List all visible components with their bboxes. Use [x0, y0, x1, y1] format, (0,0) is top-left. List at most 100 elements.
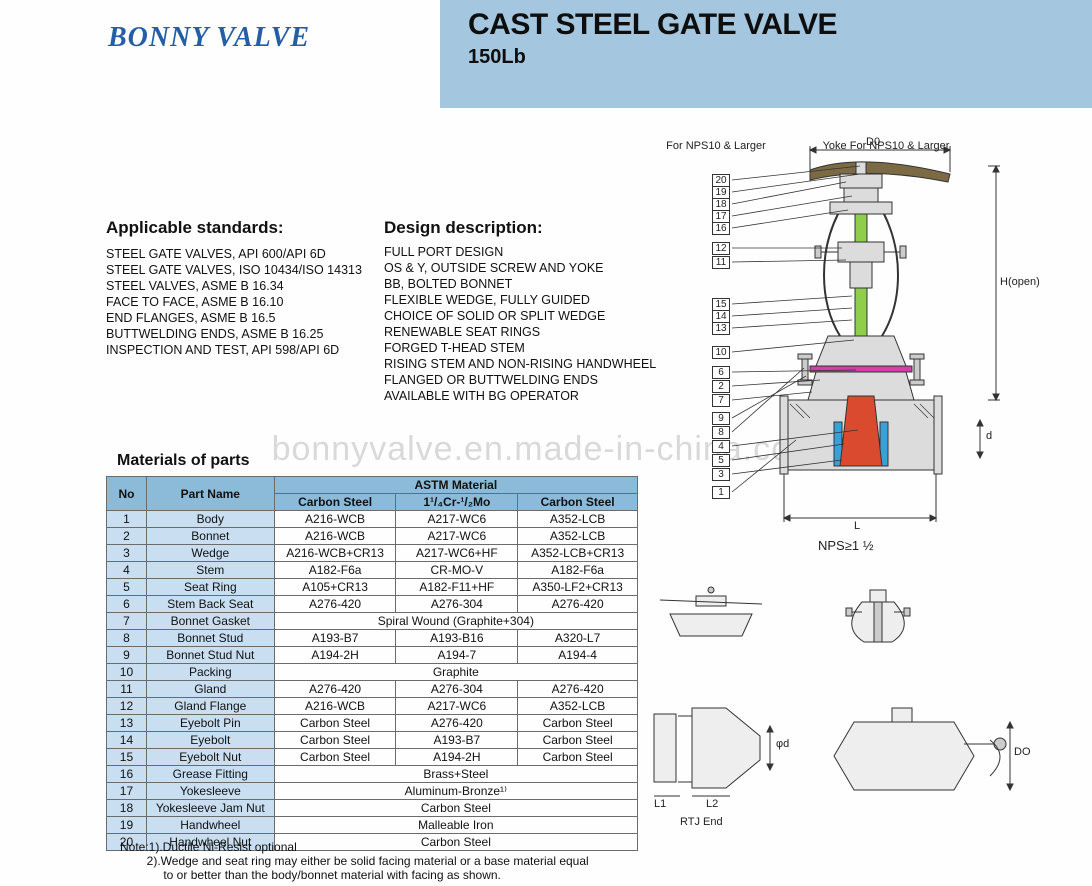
table-row: 8Bonnet StudA193-B7A193-B16A320-L7	[107, 630, 638, 647]
design-item: FLEXIBLE WEDGE, FULLY GUIDED	[384, 292, 674, 308]
table-row: 16Grease FittingBrass+Steel	[107, 766, 638, 783]
label-sub1: For NPS10 & Larger	[656, 140, 776, 152]
cell-part: Bonnet Stud	[146, 630, 274, 647]
cell-no: 15	[107, 749, 147, 766]
cell-part: Body	[146, 511, 274, 528]
table-row: 13Eyebolt PinCarbon SteelA276-420Carbon …	[107, 715, 638, 732]
cell-part: Eyebolt Pin	[146, 715, 274, 732]
table-row: 1BodyA216-WCBA217-WC6A352-LCB	[107, 511, 638, 528]
cell-material: A352-LCB	[518, 698, 638, 715]
sub-diagram-yoke	[816, 584, 946, 654]
cell-material: A194-2H	[396, 749, 518, 766]
cell-no: 1	[107, 511, 147, 528]
callout-number: 5	[712, 454, 730, 467]
design-item: RISING STEM AND NON-RISING HANDWHEEL	[384, 356, 674, 372]
th-astm: ASTM Material	[274, 477, 637, 494]
table-row: 17YokesleeveAluminum-Bronze¹⁾	[107, 783, 638, 800]
cell-material: A276-420	[274, 681, 396, 698]
cell-material: A216-WCB	[274, 528, 396, 545]
callout-number: 1	[712, 486, 730, 499]
label-L: L	[854, 520, 860, 532]
cell-material: A276-420	[518, 681, 638, 698]
cell-no: 8	[107, 630, 147, 647]
design-item: FLANGED OR BUTTWELDING ENDS	[384, 372, 674, 388]
table-row: 18Yokesleeve Jam NutCarbon Steel	[107, 800, 638, 817]
table-row: 5Seat RingA105+CR13A182-F11+HFA350-LF2+C…	[107, 579, 638, 596]
cell-part: Stem	[146, 562, 274, 579]
cell-part: Wedge	[146, 545, 274, 562]
cell-no: 13	[107, 715, 147, 732]
cell-material: A194-7	[396, 647, 518, 664]
cell-no: 16	[107, 766, 147, 783]
cell-material: A194-2H	[274, 647, 396, 664]
materials-title: Materials of parts	[117, 452, 249, 470]
cell-material: A276-304	[396, 596, 518, 613]
design-section: Design description: FULL PORT DESIGNOS &…	[384, 218, 674, 404]
table-row: 7Bonnet GasketSpiral Wound (Graphite+304…	[107, 613, 638, 630]
cell-material: Carbon Steel	[274, 749, 396, 766]
callout-number: 8	[712, 426, 730, 439]
brand-logo: BONNY VALVE	[108, 22, 310, 54]
cell-material-span: Malleable Iron	[274, 817, 637, 834]
callout-number: 9	[712, 412, 730, 425]
cell-material: A216-WCB	[274, 698, 396, 715]
standards-item: INSPECTION AND TEST, API 598/API 6D	[106, 342, 376, 358]
cell-material: A352-LCB+CR13	[518, 545, 638, 562]
cell-material: Carbon Steel	[274, 732, 396, 749]
callout-number: 6	[712, 366, 730, 379]
cell-material: Carbon Steel	[518, 732, 638, 749]
design-item: RENEWABLE SEAT RINGS	[384, 324, 674, 340]
label-phid: φd	[776, 738, 789, 750]
cell-material: A276-420	[396, 715, 518, 732]
cell-material: A276-420	[274, 596, 396, 613]
label-rtj: RTJ End	[680, 816, 723, 828]
label-sub2: Yoke For NPS10 & Larger	[806, 140, 966, 152]
standards-item: STEEL GATE VALVES, ISO 10434/ISO 14313	[106, 262, 376, 278]
standards-item: STEEL VALVES, ASME B 16.34	[106, 278, 376, 294]
cell-no: 14	[107, 732, 147, 749]
cell-part: Gland	[146, 681, 274, 698]
cell-material: A182-F6a	[518, 562, 638, 579]
cell-part: Bonnet Gasket	[146, 613, 274, 630]
cell-part: Packing	[146, 664, 274, 681]
callout-number: 16	[712, 222, 730, 235]
cell-part: Handwheel	[146, 817, 274, 834]
cell-part: Bonnet	[146, 528, 274, 545]
design-item: BB, BOLTED BONNET	[384, 276, 674, 292]
diagram-area: 2019181716121115141310627984531 D0 H(ope…	[650, 140, 1050, 880]
cell-material: Carbon Steel	[518, 749, 638, 766]
cell-no: 6	[107, 596, 147, 613]
cell-material: A217-WC6	[396, 698, 518, 715]
callout-number: 12	[712, 242, 730, 255]
cell-no: 18	[107, 800, 147, 817]
cell-no: 3	[107, 545, 147, 562]
standards-item: END FLANGES, ASME B 16.5	[106, 310, 376, 326]
label-hopen: H(open)	[1000, 276, 1040, 288]
sub-diagram-nps10	[650, 584, 780, 654]
cell-part: Seat Ring	[146, 579, 274, 596]
th-c1: Carbon Steel	[274, 494, 396, 511]
table-row: 10PackingGraphite	[107, 664, 638, 681]
standards-item: FACE TO FACE, ASME B 16.10	[106, 294, 376, 310]
design-item: OS & Y, OUTSIDE SCREW AND YOKE	[384, 260, 674, 276]
table-row: 14EyeboltCarbon SteelA193-B7Carbon Steel	[107, 732, 638, 749]
table-row: 11GlandA276-420A276-304A276-420	[107, 681, 638, 698]
cell-part: Gland Flange	[146, 698, 274, 715]
cell-no: 12	[107, 698, 147, 715]
table-row: 12Gland FlangeA216-WCBA217-WC6A352-LCB	[107, 698, 638, 715]
cell-material: A276-304	[396, 681, 518, 698]
cell-no: 11	[107, 681, 147, 698]
materials-table: No Part Name ASTM Material Carbon Steel …	[106, 476, 638, 851]
standards-section: Applicable standards: STEEL GATE VALVES,…	[106, 218, 376, 358]
cell-material: A193-B16	[396, 630, 518, 647]
cell-no: 7	[107, 613, 147, 630]
design-title: Design description:	[384, 218, 674, 238]
cell-material: A217-WC6	[396, 511, 518, 528]
cell-material: A352-LCB	[518, 511, 638, 528]
cell-part: Grease Fitting	[146, 766, 274, 783]
cell-material: A217-WC6+HF	[396, 545, 518, 562]
table-row: 15Eyebolt NutCarbon SteelA194-2HCarbon S…	[107, 749, 638, 766]
callout-number: 2	[712, 380, 730, 393]
cell-material: A193-B7	[274, 630, 396, 647]
cell-material: A216-WCB	[274, 511, 396, 528]
